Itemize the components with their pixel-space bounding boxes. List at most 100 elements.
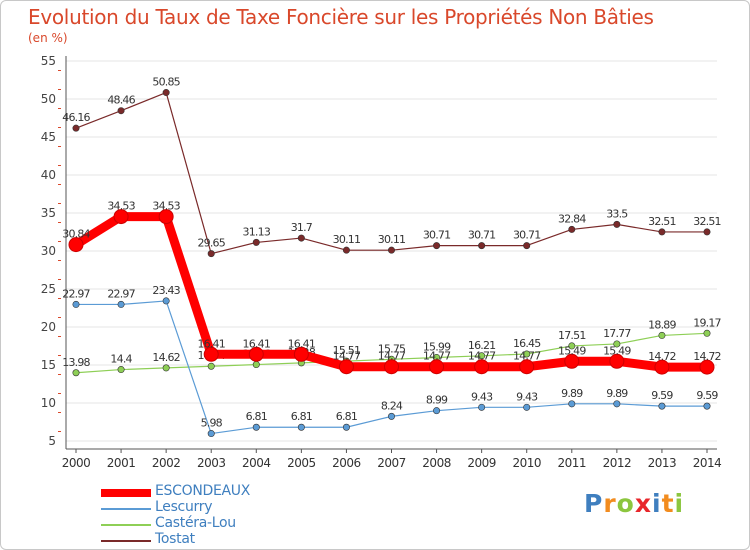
x-tick-label: 2010: [512, 456, 541, 470]
data-point: [297, 234, 305, 242]
data-label: 9.89: [606, 387, 628, 400]
data-point: [523, 350, 531, 358]
data-point: [113, 209, 129, 225]
data-point: [433, 407, 441, 415]
data-label: 15.49: [558, 344, 586, 357]
data-label: 16.41: [288, 337, 316, 350]
data-point: [252, 238, 260, 246]
data-label: 14.4: [110, 353, 132, 366]
proxiti-logo: Proxiti: [584, 489, 684, 518]
y-tick-label: 5: [48, 434, 56, 448]
data-label: 6.81: [246, 410, 267, 423]
data-label: 6.81: [336, 410, 357, 423]
data-point: [384, 359, 399, 375]
x-tick-label: 2004: [242, 456, 271, 470]
data-point: [658, 402, 666, 410]
y-tick-label: 45: [41, 130, 56, 144]
data-point: [478, 403, 486, 411]
data-point: [433, 242, 441, 250]
data-label: 32.51: [648, 215, 676, 228]
data-label: 22.97: [107, 287, 135, 300]
data-point: [658, 228, 666, 236]
x-tick-label: 2011: [558, 456, 587, 470]
data-label: 48.46: [107, 94, 135, 107]
data-label: 8.24: [381, 399, 403, 412]
logo-letter: r: [603, 489, 617, 518]
legend-label: Castéra-Lou: [155, 515, 236, 531]
data-point: [203, 346, 219, 362]
data-point: [248, 346, 264, 362]
data-point: [523, 242, 531, 250]
data-point: [474, 359, 490, 375]
data-point: [338, 359, 354, 375]
data-point: [297, 423, 305, 431]
data-point: [523, 403, 531, 411]
data-label: 17.51: [558, 329, 586, 342]
data-point: [207, 430, 215, 438]
data-point: [654, 359, 670, 375]
data-label: 30.84: [62, 228, 90, 241]
data-label: 32.84: [558, 212, 586, 225]
logo-letter: t: [661, 489, 675, 518]
data-label: 30.71: [468, 229, 496, 242]
data-label: 16.41: [197, 337, 225, 350]
data-point: [342, 423, 350, 431]
data-point: [117, 107, 125, 115]
data-label: 30.71: [513, 229, 541, 242]
data-label: 9.59: [651, 389, 673, 402]
data-label: 15.49: [603, 344, 631, 357]
data-label: 16.41: [243, 337, 271, 350]
data-point: [117, 300, 125, 308]
y-tick-label: 15: [41, 358, 56, 372]
legend-label: Lescurry: [155, 499, 213, 515]
y-tick-label: 40: [41, 168, 56, 182]
data-label: 19.17: [693, 316, 721, 329]
x-tick-label: 2009: [467, 456, 496, 470]
logo-letter: o: [616, 489, 635, 518]
data-label: 15.51: [333, 344, 361, 357]
data-label: 34.53: [107, 200, 135, 213]
logo-letter: i: [652, 489, 662, 518]
data-label: 8.99: [426, 394, 448, 407]
data-point: [609, 353, 625, 369]
x-tick-label: 2012: [603, 456, 632, 470]
y-tick-label: 20: [41, 320, 56, 334]
data-point: [68, 237, 84, 253]
data-label: 14.77: [378, 350, 406, 363]
data-point: [162, 89, 170, 97]
data-point: [429, 359, 445, 375]
data-label: 33.5: [606, 207, 628, 220]
data-label: 16.21: [468, 339, 496, 352]
data-point: [158, 209, 174, 225]
logo-letter: x: [634, 489, 652, 518]
data-point: [293, 346, 309, 362]
data-point: [162, 297, 170, 305]
legend-swatch: [101, 524, 151, 526]
legend-swatch: [101, 540, 151, 542]
y-tick-label: 30: [41, 244, 56, 258]
series-escondeaux: 30.84 34.53 34.53 16.41 16.41 16.41 14.77 14.77…: [62, 200, 722, 375]
data-label: 18.89: [648, 318, 676, 331]
x-tick-label: 2003: [197, 456, 226, 470]
data-point: [703, 402, 711, 410]
data-label: 5.98: [201, 417, 223, 430]
data-point: [72, 300, 80, 308]
data-point: [703, 228, 711, 236]
data-label: 14.62: [152, 351, 180, 364]
series-tostat: 46.16 48.46 50.85 29.65 31.13 31.7 30.11 30.11 3…: [62, 76, 722, 258]
data-label: 14.77: [423, 350, 451, 363]
data-point: [387, 412, 395, 420]
data-label: 31.7: [291, 221, 313, 234]
data-label: 30.11: [333, 233, 361, 246]
data-point: [72, 124, 80, 132]
data-label: 9.89: [561, 387, 583, 400]
data-label: 32.51: [693, 215, 721, 228]
x-tick-label: 2008: [422, 456, 451, 470]
logo-letter: i: [674, 489, 685, 518]
data-label: 30.11: [378, 233, 406, 246]
data-label: 15.75: [378, 342, 406, 355]
x-tick-label: 2007: [377, 456, 406, 470]
data-label: 22.97: [62, 287, 90, 300]
data-point: [658, 331, 666, 339]
x-tick-label: 2002: [152, 456, 181, 470]
